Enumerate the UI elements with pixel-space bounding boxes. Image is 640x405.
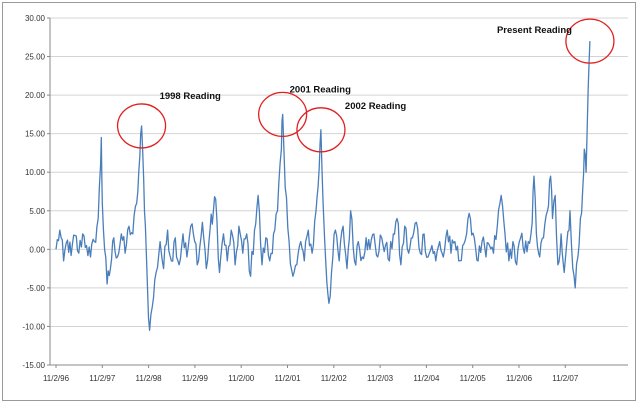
x-tick-label: 11/2/02 [321,374,348,383]
y-tick-label: 30.00 [25,14,46,23]
y-tick-labels: 30.00 25.00 20.00 15.00 10.00 5.00 0.00 -5.00 -1… [22,14,45,370]
x-tick-label: 11/2/99 [182,374,209,383]
gridlines [47,17,628,366]
axes [49,18,628,366]
annotation-circle [258,91,308,138]
x-tick-label: 11/2/03 [367,374,394,383]
annotations: 1998 Reading 2001 Reading 2002 Reading Pres… [116,18,615,153]
x-tick-label: 11/2/04 [413,374,440,383]
y-tick-label: -15.00 [22,361,45,370]
x-tick-label: 11/2/01 [274,374,301,383]
series [55,41,591,331]
annotation-label: Present Reading [497,25,572,36]
y-tick-label: 20.00 [25,91,46,100]
x-tick-label: 11/2/97 [89,374,116,383]
x-tick-label: 11/2/00 [228,374,255,383]
annotation-circle [116,103,167,149]
x-tick-label: 11/2/06 [506,374,533,383]
annotation-circle [296,107,346,153]
series-line [55,41,591,331]
x-tick-labels: 11/2/96 11/2/97 11/2/98 11/2/99 11/2/00 11/2/… [43,365,579,383]
y-tick-label: 25.00 [25,53,46,62]
annotation-label: 2002 Reading [345,101,406,112]
x-tick-label: 11/2/07 [552,374,579,383]
annotation-label: 1998 Reading [160,91,221,102]
chart-frame [2,2,636,401]
y-tick-label: -10.00 [22,322,45,331]
x-tick-label: 11/2/98 [136,374,163,383]
annotation-label: 2001 Reading [290,84,351,95]
x-tick-label: 11/2/96 [43,374,70,383]
y-tick-label: 0.00 [29,245,45,254]
y-tick-label: 10.00 [25,168,46,177]
y-tick-label: -5.00 [27,284,46,293]
y-tick-label: 15.00 [25,130,46,139]
x-tick-label: 11/2/05 [460,374,487,383]
annotation-circle [565,18,615,64]
y-tick-label: 5.00 [29,207,45,216]
